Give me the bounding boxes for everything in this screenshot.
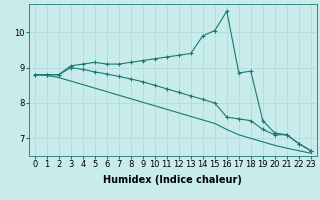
X-axis label: Humidex (Indice chaleur): Humidex (Indice chaleur) — [103, 175, 242, 185]
